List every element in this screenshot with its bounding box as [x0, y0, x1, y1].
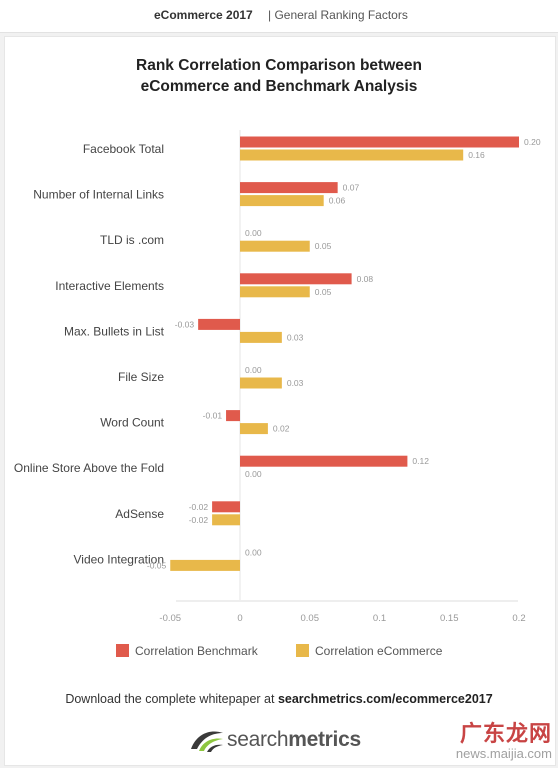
category-label: File Size — [118, 370, 164, 384]
footer-prefix: Download the complete whitepaper at — [65, 692, 278, 706]
bar — [240, 286, 310, 298]
category-label: Video Integration — [73, 552, 164, 566]
legend-label: Correlation Benchmark — [135, 644, 259, 658]
x-tick-label: 0 — [237, 613, 242, 624]
legend-swatch — [296, 644, 309, 657]
chart-title-line-1: Rank Correlation Comparison between — [136, 57, 422, 74]
data-label: -0.01 — [203, 411, 223, 421]
bar — [240, 195, 324, 207]
bar — [240, 377, 282, 389]
category-label: Word Count — [100, 416, 164, 430]
footer-download-text: Download the complete whitepaper at sear… — [0, 692, 558, 706]
x-tick-label: 0.05 — [301, 613, 320, 624]
x-tick-label: 0.15 — [440, 613, 459, 624]
legend-label: Correlation eCommerce — [315, 644, 443, 658]
data-label: 0.08 — [357, 274, 374, 284]
header-title: eCommerce 2017 — [154, 8, 253, 22]
watermark: 广东龙网 news.maijia.com — [456, 722, 552, 762]
logo-bold: metrics — [288, 728, 361, 751]
data-label: 0.07 — [343, 183, 360, 193]
category-label: TLD is .com — [100, 233, 164, 247]
watermark-top: 广东龙网 — [459, 721, 552, 746]
footer-link[interactable]: searchmetrics.com/ecommerce2017 — [277, 692, 493, 706]
category-label: Number of Internal Links — [33, 188, 164, 202]
bar — [240, 273, 352, 285]
data-label: 0.20 — [524, 137, 541, 147]
x-tick-label: 0.2 — [512, 613, 525, 624]
data-label: 0.03 — [287, 332, 304, 342]
bar — [170, 559, 240, 571]
legend-swatch — [116, 644, 129, 657]
watermark-bottom: news.maijia.com — [455, 746, 552, 761]
logo-regular: search — [227, 728, 289, 751]
data-label: 0.03 — [287, 378, 304, 388]
searchmetrics-logo-text: searchmetrics — [227, 728, 361, 752]
bar — [240, 423, 268, 435]
data-label: 0.00 — [245, 547, 262, 557]
data-label: 0.05 — [315, 287, 332, 297]
bar — [240, 136, 519, 148]
searchmetrics-logo-icon — [191, 731, 223, 752]
bar — [226, 410, 240, 422]
category-label: Max. Bullets in List — [64, 324, 165, 338]
bar — [212, 501, 240, 513]
category-label: Interactive Elements — [55, 279, 164, 293]
page-header: eCommerce 2017 | General Ranking Factors — [0, 0, 558, 33]
bar — [212, 514, 240, 526]
data-label: 0.06 — [329, 196, 346, 206]
bar — [240, 182, 338, 194]
data-label: -0.02 — [189, 502, 209, 512]
category-label: Facebook Total — [83, 142, 164, 156]
bar — [198, 318, 240, 330]
data-label: 0.16 — [468, 150, 485, 160]
bar — [240, 455, 408, 467]
data-label: 0.05 — [315, 241, 332, 251]
data-label: 0.00 — [245, 469, 262, 479]
data-label: -0.03 — [175, 319, 195, 329]
data-label: 0.00 — [245, 365, 262, 375]
category-label: Online Store Above the Fold — [14, 461, 164, 475]
bar — [240, 240, 310, 252]
category-label: AdSense — [115, 507, 164, 521]
data-label: 0.12 — [412, 456, 429, 466]
x-tick-label: -0.05 — [159, 613, 181, 624]
bar — [240, 331, 282, 343]
bar — [240, 149, 464, 161]
data-label: 0.00 — [245, 228, 262, 238]
chart-title-line-2: eCommerce and Benchmark Analysis — [141, 78, 418, 95]
data-label: 0.02 — [273, 424, 290, 434]
x-tick-label: 0.1 — [373, 613, 386, 624]
data-label: -0.05 — [147, 560, 167, 570]
rank-correlation-chart: Rank Correlation Comparison between eComm… — [14, 57, 541, 658]
header-subtitle: | General Ranking Factors — [268, 8, 408, 22]
data-label: -0.02 — [189, 515, 209, 525]
